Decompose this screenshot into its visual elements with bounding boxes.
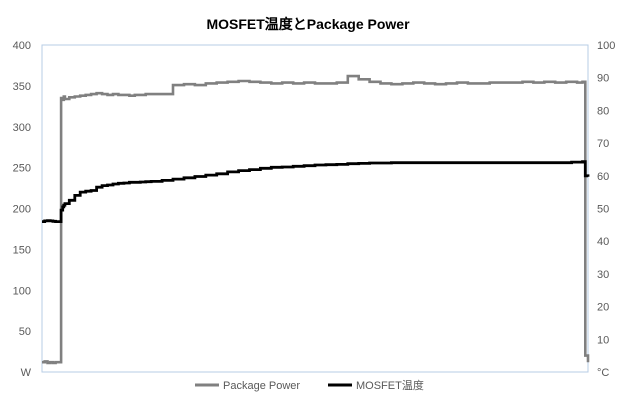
right-tick-label: 30 [597,269,609,281]
right-tick-label: 70 [597,138,609,150]
right-tick-label: 90 [597,73,609,85]
left-tick-label: 200 [13,204,31,216]
left-tick-label: 350 [13,81,31,93]
right-tick-label: °C [597,367,609,379]
right-tick-label: 60 [597,171,609,183]
plot-area [41,44,589,373]
right-tick-label: 40 [597,236,609,248]
series-line-package-power [42,74,590,365]
left-axis-ticks: 400 350 300 250 200 150 100 50 W [13,40,32,379]
left-tick-label: 150 [13,244,31,256]
left-tick-label: 400 [13,40,31,52]
series-line-mosfet-temp [42,160,590,223]
right-tick-label: 50 [597,204,609,216]
chart-title: MOSFET温度とPackage Power [206,16,410,32]
left-tick-label: W [21,367,32,379]
series-layer [42,74,590,365]
left-tick-label: 300 [13,122,31,134]
left-tick-label: 50 [19,326,31,338]
plot-frame [41,44,589,373]
left-tick-label: 100 [13,285,31,297]
right-tick-label: 10 [597,334,609,346]
legend-label: MOSFET温度 [356,378,424,392]
legend-label: Package Power [223,380,300,392]
right-tick-label: 100 [597,40,615,52]
right-tick-label: 20 [597,302,609,314]
right-tick-label: 80 [597,105,609,117]
left-tick-label: 250 [13,163,31,175]
legend: Package Power MOSFET温度 [195,378,424,392]
right-axis-ticks: 100 90 80 70 60 50 40 30 20 10 °C [597,40,615,379]
